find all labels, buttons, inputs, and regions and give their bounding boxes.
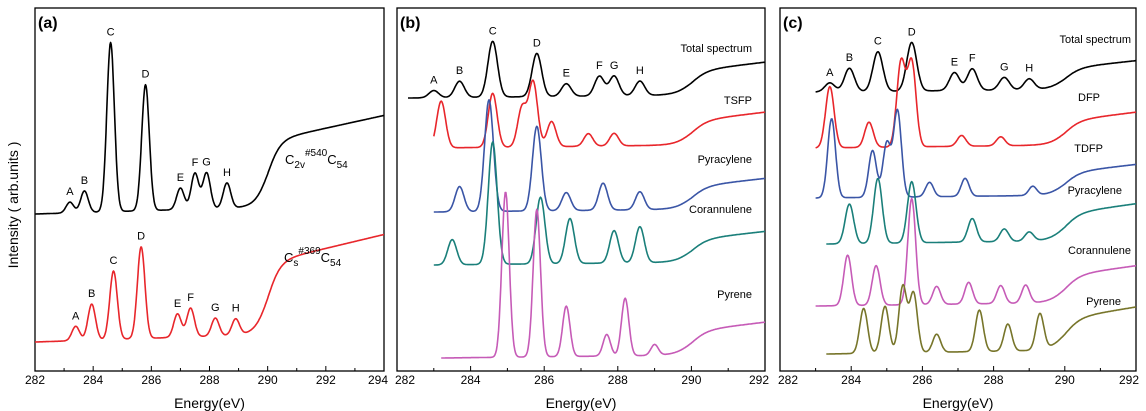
x-tick-label: 292 [316, 373, 336, 387]
peak-label: H [636, 65, 644, 77]
spectrum-curve [826, 283, 1137, 355]
peak-label: D [533, 37, 541, 49]
spectrum-curve [34, 41, 385, 215]
series-label: TDFP [1074, 143, 1103, 155]
spectrum-curve [815, 108, 1137, 199]
x-tick-label: 292 [749, 373, 769, 387]
x-axis-title: Energy(eV) [923, 395, 994, 411]
peak-label: C [874, 36, 882, 48]
x-tick-label: 288 [199, 373, 219, 387]
x-tick-label: 282 [395, 373, 415, 387]
peak-label: G [211, 302, 220, 314]
series-label: DFP [1078, 92, 1100, 104]
x-tick-label: 286 [534, 373, 554, 387]
y-axis-title: Intensity ( arb.units ) [5, 142, 21, 269]
series-label: Corannulene [1068, 245, 1131, 257]
spectrum-curve [34, 233, 385, 343]
spectrum-curve [433, 141, 766, 266]
peak-label: C [107, 27, 115, 39]
peak-label: E [951, 57, 958, 69]
peak-label: G [610, 60, 619, 72]
x-tick-label: 292 [1119, 373, 1139, 387]
peak-label: D [137, 231, 145, 243]
panel-frame [34, 7, 385, 372]
peak-label: E [174, 298, 181, 310]
x-tick-label: 284 [841, 373, 861, 387]
peak-label: A [72, 310, 80, 322]
peak-label: G [202, 156, 211, 168]
x-tick-label: 284 [83, 373, 103, 387]
peak-label: F [596, 60, 603, 72]
peak-label: C [110, 255, 118, 267]
series-label: Pyracylene [698, 154, 752, 166]
peak-label: D [908, 26, 916, 38]
peak-label: G [1000, 61, 1009, 73]
peak-label: F [187, 292, 194, 304]
peak-label: H [232, 303, 240, 315]
x-tick-label: 290 [681, 373, 701, 387]
spectrum-curve [441, 191, 766, 359]
x-tick-label: 290 [258, 373, 278, 387]
x-axis-title: Energy(eV) [546, 395, 617, 411]
spectrum-curve [815, 41, 1137, 93]
peak-label: A [826, 67, 834, 79]
x-tick-label: 294 [368, 373, 388, 387]
spectrum-curve [826, 177, 1137, 245]
peak-label: A [66, 186, 74, 198]
x-tick-label: 286 [912, 373, 932, 387]
x-tick-label: 282 [778, 373, 798, 387]
x-tick-label: 288 [608, 373, 628, 387]
x-axis-title: Energy(eV) [174, 395, 245, 411]
series-label: Total spectrum [1059, 34, 1131, 46]
x-tick-label: 290 [1055, 373, 1075, 387]
x-tick-label: 286 [141, 373, 161, 387]
series-label: Cs#369C54 [284, 246, 342, 269]
spectrum-curve [433, 79, 766, 149]
peak-label: B [81, 175, 88, 187]
peak-label: F [192, 157, 199, 169]
panel-b: (b) 282 284 286 288 290 292 Energy(eV) Total spe… [395, 7, 769, 411]
peak-label: F [969, 53, 976, 65]
x-tick-label: 282 [25, 373, 45, 387]
peak-label: B [846, 52, 853, 64]
series-label: Pyrene [717, 289, 752, 301]
spectrum-curve [433, 99, 766, 213]
series-label: Corannulene [689, 204, 752, 216]
peak-label: C [489, 25, 497, 37]
peak-label: D [142, 69, 150, 81]
series-label: Pyrene [1086, 296, 1121, 308]
panel-a: (a) 282 284 286 288 290 292 294 Energy(eV) C2v#54… [25, 7, 388, 411]
peak-label: A [430, 75, 438, 87]
spectrum-curve [407, 40, 766, 99]
panel-c: (c) 282 284 286 288 290 292 Energy(eV) Total spe… [778, 7, 1139, 411]
series-label: C2v#540C54 [285, 148, 348, 171]
series-label: TSFP [724, 95, 752, 107]
panel-label: (a) [38, 15, 58, 32]
series-label: Pyracylene [1068, 185, 1122, 197]
x-tick-label: 284 [461, 373, 481, 387]
spectrum-curve [815, 57, 1137, 149]
panel-frame [396, 7, 766, 372]
peak-label: E [563, 68, 570, 80]
panel-label: (c) [783, 15, 803, 32]
peak-label: B [456, 65, 463, 77]
panel-label: (b) [400, 15, 420, 32]
peak-label: E [177, 172, 184, 184]
x-tick-label: 288 [984, 373, 1004, 387]
peak-label: H [223, 167, 231, 179]
spectrum-curve [815, 197, 1137, 307]
peak-label: H [1025, 63, 1033, 75]
peak-label: B [88, 288, 95, 300]
series-label: Total spectrum [680, 43, 752, 55]
